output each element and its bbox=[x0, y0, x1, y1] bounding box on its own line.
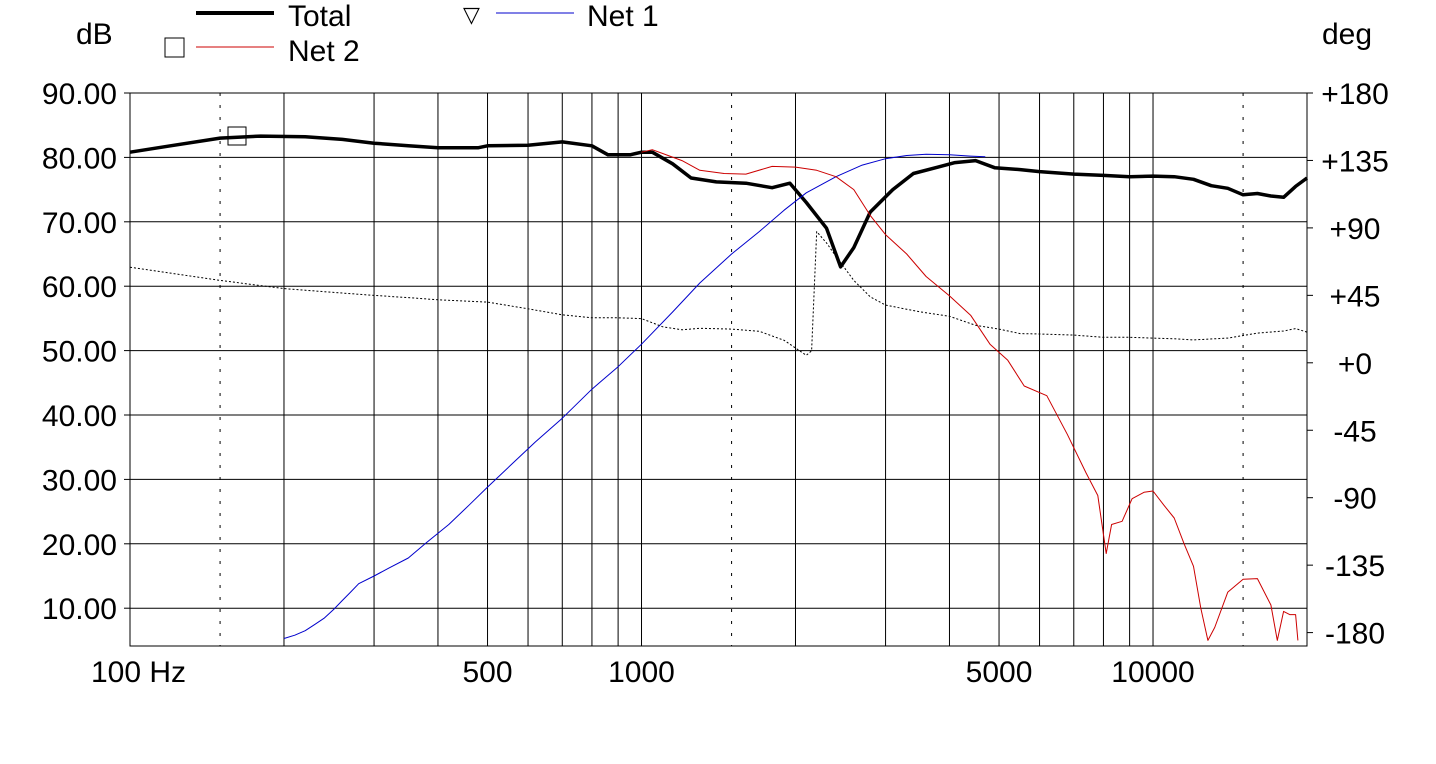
plot-lines bbox=[129, 134, 1309, 641]
series-line-phase bbox=[129, 231, 1308, 356]
series-line-total bbox=[129, 134, 1309, 269]
plot-frame bbox=[129, 92, 1308, 647]
right-axis-unit: deg bbox=[1322, 18, 1372, 51]
left-tick-label: 70.00 bbox=[42, 207, 117, 240]
legend-net2-label: Net 2 bbox=[288, 35, 360, 68]
right-tick-label: -45 bbox=[1333, 415, 1376, 448]
right-tick-label: -180 bbox=[1325, 618, 1385, 651]
x-ticks: 100 Hz 500 1000 5000 10000 bbox=[91, 656, 1195, 689]
x-tick-label: 1000 bbox=[608, 656, 675, 689]
series-line-net-1 bbox=[283, 153, 986, 639]
grid bbox=[129, 92, 1308, 646]
right-ticks: +180 +135 +90 +45 +0 -45 -90 -135 -180 bbox=[1307, 78, 1389, 651]
right-tick-label: +45 bbox=[1330, 280, 1381, 313]
right-tick-label: +0 bbox=[1338, 348, 1372, 381]
left-tick-label: 60.00 bbox=[42, 271, 117, 304]
left-ticks: 90.00 80.00 70.00 60.00 50.00 40.00 30.00 20.00… bbox=[42, 78, 130, 626]
legend: Total ▽ Net 1 Net 2 bbox=[164, 0, 659, 68]
x-tick-label: 500 bbox=[462, 656, 512, 689]
x-tick-label: 100 Hz bbox=[91, 656, 186, 689]
legend-total-label: Total bbox=[288, 0, 351, 33]
left-tick-label: 10.00 bbox=[42, 593, 117, 626]
left-tick-label: 90.00 bbox=[42, 78, 117, 111]
left-axis-unit: dB bbox=[76, 18, 113, 51]
right-tick-label: -135 bbox=[1325, 550, 1385, 583]
left-tick-label: 50.00 bbox=[42, 336, 117, 369]
legend-net1-marker: ▽ bbox=[463, 3, 480, 28]
left-tick-label: 40.00 bbox=[42, 400, 117, 433]
x-tick-label: 5000 bbox=[966, 656, 1033, 689]
x-tick-label: 10000 bbox=[1111, 656, 1194, 689]
right-tick-label: +90 bbox=[1330, 213, 1381, 246]
right-tick-label: -90 bbox=[1333, 483, 1376, 516]
right-tick-label: +135 bbox=[1321, 145, 1389, 178]
left-tick-label: 80.00 bbox=[42, 142, 117, 175]
left-tick-label: 30.00 bbox=[42, 464, 117, 497]
net2-curve-marker bbox=[227, 126, 247, 146]
legend-net1-label: Net 1 bbox=[587, 0, 659, 33]
series-line-net-2 bbox=[641, 149, 1299, 641]
right-tick-label: +180 bbox=[1321, 78, 1389, 111]
legend-net2-marker bbox=[164, 37, 185, 58]
left-tick-label: 20.00 bbox=[42, 529, 117, 562]
